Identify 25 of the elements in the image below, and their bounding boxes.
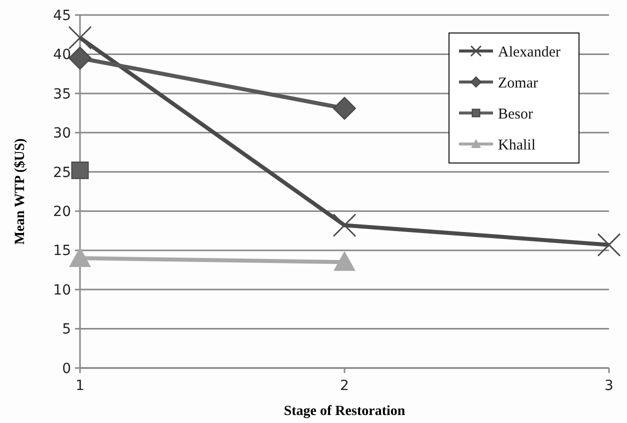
x-tick-label: 3 <box>604 378 614 394</box>
y-tick-label: 25 <box>53 164 71 181</box>
y-tick-label: 35 <box>53 86 71 102</box>
y-tick-label: 30 <box>53 126 71 142</box>
y-axis-title: Mean WTP ($US) <box>13 138 28 245</box>
point <box>68 26 92 50</box>
point <box>332 213 356 237</box>
point <box>68 46 92 70</box>
legend-label: Besor <box>498 106 533 122</box>
y-tick-label: 5 <box>62 322 71 338</box>
point <box>597 233 621 257</box>
legend-label: Zomar <box>498 75 538 92</box>
y-tick-label: 40 <box>53 47 71 64</box>
x-tick-label: 2 <box>340 378 349 394</box>
x-tick-label: 1 <box>76 378 84 394</box>
y-tick-label: 10 <box>53 282 71 298</box>
y-tick-label: 15 <box>53 243 71 260</box>
point <box>71 162 89 180</box>
y-tick-label: 45 <box>53 8 71 24</box>
point <box>333 96 356 120</box>
legend-label: Alexander <box>498 44 560 60</box>
legend-label: Khalil <box>498 137 536 154</box>
y-tick-label: 20 <box>53 204 71 220</box>
x-axis-title: Stage of Restoration <box>284 404 406 419</box>
y-tick-label: 0 <box>62 360 71 377</box>
